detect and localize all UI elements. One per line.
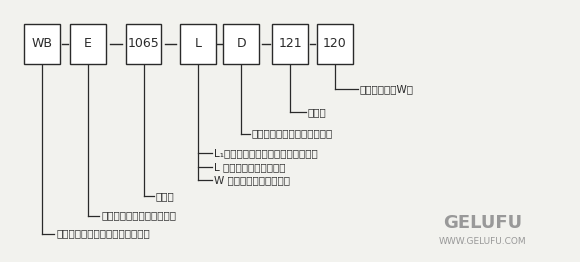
Text: L: L — [194, 37, 202, 50]
FancyBboxPatch shape — [317, 24, 353, 64]
FancyBboxPatch shape — [24, 24, 60, 64]
Text: L 表示立式机座安装形式: L 表示立式机座安装形式 — [214, 162, 286, 172]
Text: 表示双级减速（单级省略）: 表示双级减速（单级省略） — [101, 211, 176, 221]
FancyBboxPatch shape — [70, 24, 106, 64]
FancyBboxPatch shape — [126, 24, 161, 64]
Text: 1065: 1065 — [128, 37, 160, 50]
Text: W 表示卧式机座安装形式: W 表示卧式机座安装形式 — [214, 175, 290, 185]
Text: 电机动功率（W）: 电机动功率（W） — [360, 84, 414, 94]
Text: 机型号: 机型号 — [155, 192, 175, 201]
FancyBboxPatch shape — [223, 24, 259, 64]
Text: 表示微型摆线针轮减速器系列代号: 表示微型摆线针轮减速器系列代号 — [56, 228, 150, 239]
Text: L₁表示立式机座安装形式（派生型）: L₁表示立式机座安装形式（派生型） — [214, 148, 318, 158]
Text: GELUFU: GELUFU — [443, 214, 522, 232]
FancyBboxPatch shape — [180, 24, 216, 64]
Text: E: E — [84, 37, 92, 50]
Text: WWW.GELUFU.COM: WWW.GELUFU.COM — [438, 237, 526, 246]
Text: D: D — [237, 37, 246, 50]
Text: 减速比: 减速比 — [308, 107, 327, 117]
FancyBboxPatch shape — [272, 24, 308, 64]
Text: 121: 121 — [278, 37, 302, 50]
Text: 120: 120 — [323, 37, 347, 50]
Text: 表示带电机（不带电机省略）: 表示带电机（不带电机省略） — [252, 129, 333, 139]
Text: WB: WB — [31, 37, 52, 50]
